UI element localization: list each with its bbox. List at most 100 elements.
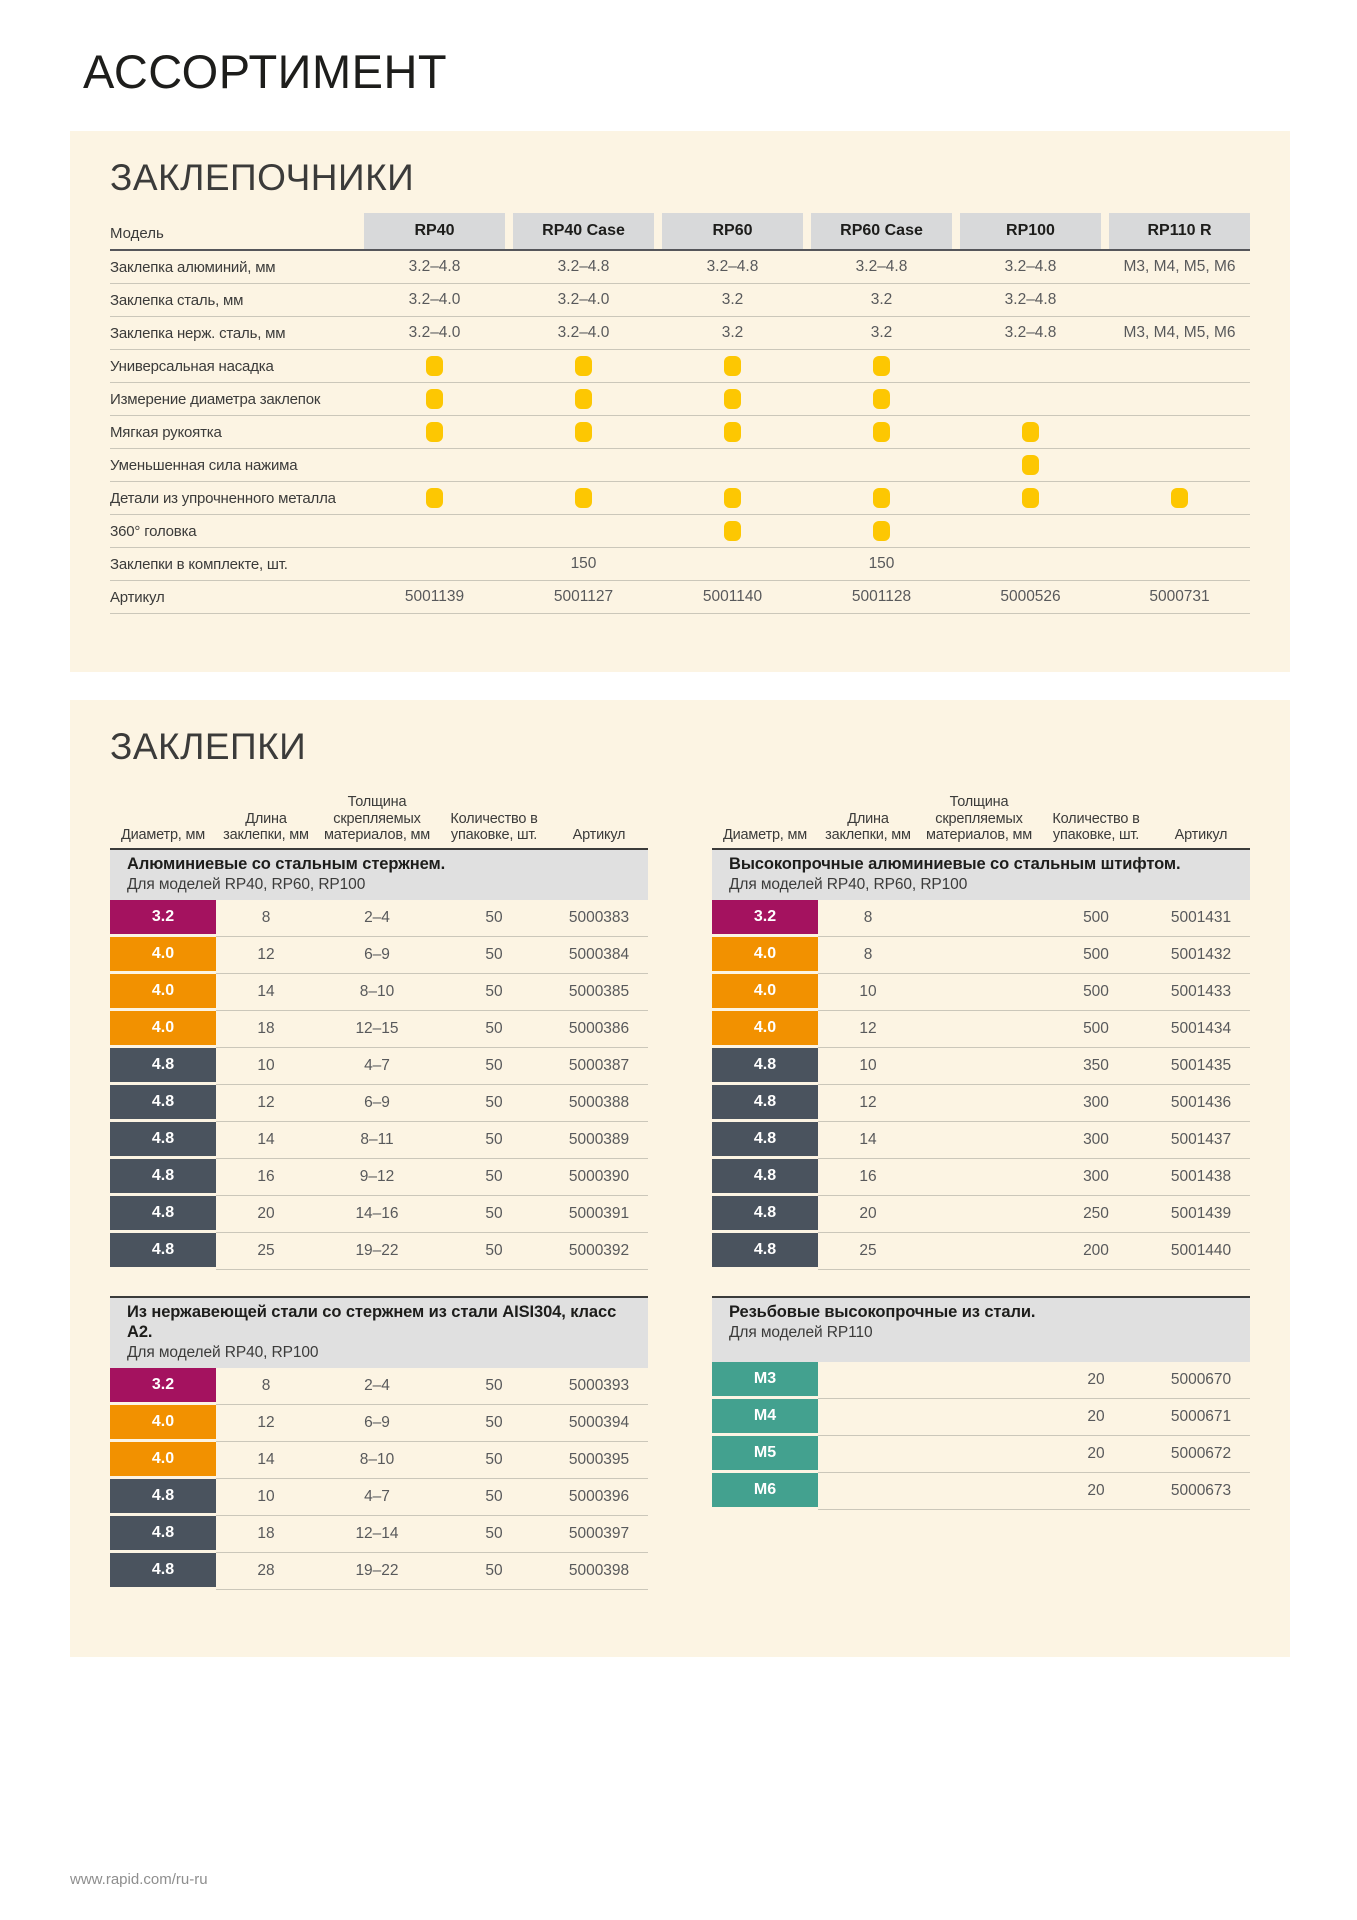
row-values: 14 300 5001437 xyxy=(818,1122,1250,1160)
table-row: 4.0 12 6–9 50 5000394 xyxy=(110,1405,648,1443)
diameter-cell: 4.8 xyxy=(712,1122,818,1157)
rivets-table-aluminium: Диаметр, мм Длина заклепки, мм Толщина скр… xyxy=(110,776,648,1271)
feature-check-icon xyxy=(575,389,592,409)
table-cell xyxy=(513,356,654,376)
table-cell: 20 xyxy=(859,1205,877,1223)
table-cell: 5001432 xyxy=(1170,946,1232,964)
table-cell: 50 xyxy=(485,1562,503,1580)
table-cell: 5000671 xyxy=(1170,1408,1232,1426)
table-cell: M3, M4, M5, M6 xyxy=(1123,258,1236,275)
model-column-header: RP60 Case xyxy=(811,213,952,249)
table-cell: 2–4 xyxy=(364,909,390,927)
table-row: 4.8 14 8–11 50 5000389 xyxy=(110,1122,648,1160)
table-row: 4.0 18 12–15 50 5000386 xyxy=(110,1011,648,1049)
feature-check-icon xyxy=(724,488,741,508)
table-cell: 50 xyxy=(485,983,503,1001)
row-values: 28 19–22 50 5000398 xyxy=(216,1553,648,1591)
table-cell: 5000731 xyxy=(1149,588,1210,605)
feature-check-icon xyxy=(426,422,443,442)
feature-check-icon xyxy=(575,488,592,508)
table-cell xyxy=(364,488,505,508)
table-row: 4.8 20 14–16 50 5000391 xyxy=(110,1196,648,1234)
table-cell xyxy=(662,521,803,541)
diameter-cell: 4.0 xyxy=(712,1011,818,1046)
table-group-header: Высокопрочные алюминиевые со стальным шт… xyxy=(712,848,1250,901)
rivets-panel: ЗАКЛЕПКИ Диаметр, мм Длина заклепки, мм То… xyxy=(70,700,1290,1657)
table-cell xyxy=(513,422,654,442)
row-values: 12 6–9 50 5000388 xyxy=(216,1085,648,1123)
table-cell: 500 xyxy=(1083,1020,1109,1038)
table-cell: 3.2–4.8 xyxy=(1004,291,1057,308)
feature-check-icon xyxy=(873,356,890,376)
table-cell: 5000396 xyxy=(568,1488,630,1506)
column-header: Количество в упаковке, шт. xyxy=(1052,810,1140,843)
table-cell xyxy=(364,422,505,442)
table-cell: 5001436 xyxy=(1170,1094,1232,1112)
column-header: Толщина скрепляемых материалов, мм xyxy=(323,794,431,843)
table-cell: 20 xyxy=(1087,1482,1105,1500)
table-title: Высокопрочные алюминиевые со стальным шт… xyxy=(729,855,1181,873)
table-cell: 14 xyxy=(257,983,275,1001)
table-cell: 18 xyxy=(257,1020,275,1038)
table-cell: 5000392 xyxy=(568,1242,630,1260)
diameter-cell: 3.2 xyxy=(712,900,818,935)
row-values: 14 8–10 50 5000395 xyxy=(216,1442,648,1480)
feature-check-icon xyxy=(1022,422,1039,442)
table-cell: 4–7 xyxy=(364,1057,390,1075)
row-values: 10 500 5001433 xyxy=(818,974,1250,1012)
table-cell: 5000386 xyxy=(568,1020,630,1038)
table-row: 4.8 10 4–7 50 5000396 xyxy=(110,1479,648,1517)
table-cell xyxy=(662,422,803,442)
table-row: 4.8 28 19–22 50 5000398 xyxy=(110,1553,648,1591)
table-cell: 8–11 xyxy=(360,1131,394,1149)
table-row: Измерение диаметра заклепок xyxy=(110,383,1250,416)
row-values: 25 19–22 50 5000392 xyxy=(216,1233,648,1271)
table-row: Мягкая рукоятка xyxy=(110,416,1250,449)
column-header: Длина заклепки, мм xyxy=(223,810,309,843)
row-values: 20 5000672 xyxy=(818,1436,1250,1474)
table-cell: 5001438 xyxy=(1170,1168,1232,1186)
table-cell: 150 xyxy=(570,555,597,572)
column-headers: Диаметр, мм Длина заклепки, мм Толщина скр… xyxy=(712,776,1250,848)
table-cell: 8 xyxy=(261,1377,271,1395)
table-cell: 5001434 xyxy=(1170,1020,1232,1038)
table-cell: 500 xyxy=(1083,983,1109,1001)
table-cell: 10 xyxy=(859,1057,877,1075)
table-cell: 5001440 xyxy=(1170,1242,1232,1260)
row-values: 10 4–7 50 5000387 xyxy=(216,1048,648,1086)
row-values: 20 5000671 xyxy=(818,1399,1250,1437)
table-cell: 5000398 xyxy=(568,1562,630,1580)
row-values: 14 8–10 50 5000385 xyxy=(216,974,648,1012)
table-cell: 3.2–4.8 xyxy=(1004,324,1057,341)
diameter-cell: 4.0 xyxy=(110,974,216,1009)
table-row: 4.8 18 12–14 50 5000397 xyxy=(110,1516,648,1554)
riveters-rows: Заклепка алюминий, мм 3.2–4.8 3.2–4.8 3.2–4… xyxy=(110,251,1250,614)
feature-check-icon xyxy=(724,521,741,541)
table-row: 4.0 14 8–10 50 5000395 xyxy=(110,1442,648,1480)
table-cell: 5001140 xyxy=(702,588,763,605)
table-cell: 5000673 xyxy=(1170,1482,1232,1500)
table-cell: 50 xyxy=(485,1525,503,1543)
table-cell xyxy=(364,389,505,409)
table-row: 4.0 8 500 5001432 xyxy=(712,937,1250,975)
feature-check-icon xyxy=(426,356,443,376)
table-cell: 5000384 xyxy=(568,946,630,964)
table-cell: 3.2 xyxy=(870,324,893,341)
table-subtitle: Для моделей RP40, RP100 xyxy=(127,1343,319,1361)
table-row: Заклепка сталь, мм 3.2–4.0 3.2–4.0 3.2 3.2 3.… xyxy=(110,284,1250,317)
table-cell: 3.2–4.8 xyxy=(557,258,610,275)
row-label: Заклепки в комплекте, шт. xyxy=(110,555,288,573)
table-row: Заклепка нерж. сталь, мм 3.2–4.0 3.2–4.0 3.… xyxy=(110,317,1250,350)
table-cell: 5001139 xyxy=(404,588,465,605)
diameter-cell: 4.8 xyxy=(712,1048,818,1083)
rivets-top-row: Диаметр, мм Длина заклепки, мм Толщина скр… xyxy=(110,776,1250,1271)
table-cell: 5001439 xyxy=(1170,1205,1232,1223)
table-cell xyxy=(960,455,1101,475)
table-cell: 3.2–4.8 xyxy=(706,258,759,275)
table-cell: 6–9 xyxy=(364,1094,390,1112)
row-label: Детали из упрочненного металла xyxy=(110,489,336,507)
table-cell xyxy=(364,356,505,376)
table-row: 4.8 12 6–9 50 5000388 xyxy=(110,1085,648,1123)
column-headers: Диаметр, мм Длина заклепки, мм Толщина скр… xyxy=(110,776,648,848)
table-row: 4.8 10 350 5001435 xyxy=(712,1048,1250,1086)
